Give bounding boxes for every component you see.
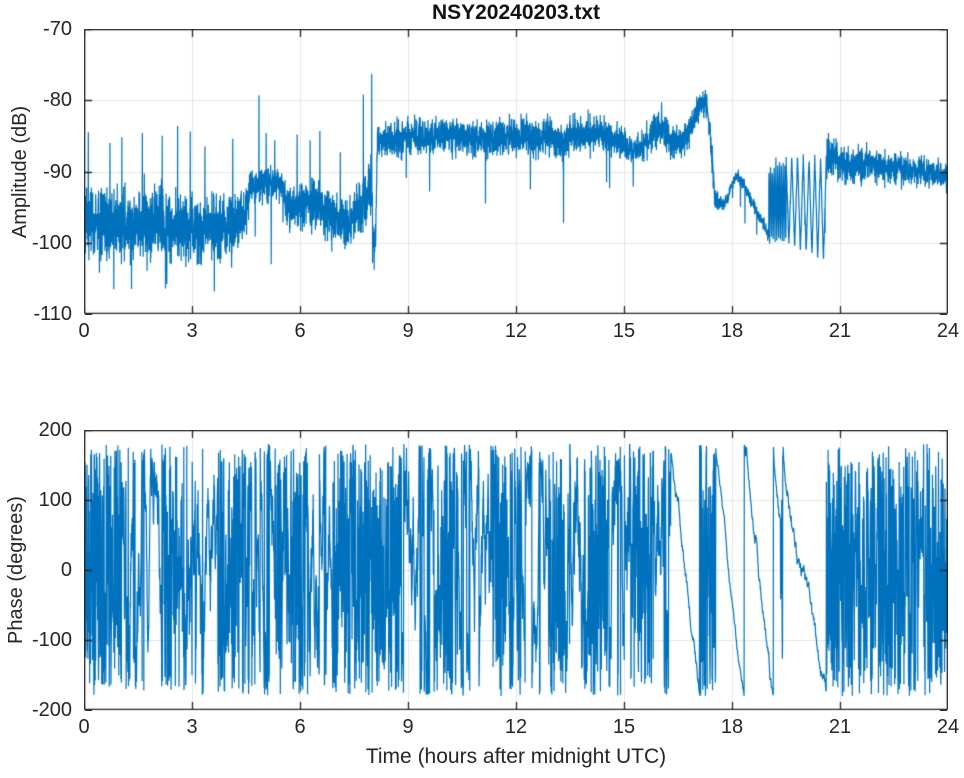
phase-x-tick-label: 21 bbox=[828, 716, 852, 738]
phase-y-tick-label: 100 bbox=[38, 489, 72, 511]
phase-x-tick-label: 24 bbox=[936, 716, 960, 738]
phase-x-tick-label: 15 bbox=[612, 716, 636, 738]
phase-y-tick-label: 200 bbox=[38, 419, 72, 441]
phase-x-tick-label: 9 bbox=[402, 716, 414, 738]
amplitude-y-tick-label: -110 bbox=[33, 303, 72, 325]
amplitude-y-tick-label: -100 bbox=[31, 231, 72, 254]
amplitude-x-tick-label: 24 bbox=[936, 320, 960, 342]
amplitude-y-tick-label: -70 bbox=[43, 18, 72, 40]
amplitude-x-tick-label: 21 bbox=[828, 320, 852, 342]
phase-x-tick-label: 18 bbox=[720, 716, 744, 738]
phase-plot-canvas bbox=[84, 430, 948, 711]
amplitude-x-tick-label: 12 bbox=[504, 320, 528, 342]
amplitude-x-tick-label: 15 bbox=[612, 320, 636, 342]
amplitude-x-tick-label: 6 bbox=[294, 320, 306, 342]
amplitude-y-tick-label: -80 bbox=[43, 89, 72, 112]
phase-y-tick-label: -100 bbox=[31, 629, 72, 651]
amplitude-x-tick-label: 9 bbox=[402, 320, 414, 342]
phase-x-tick-label: 12 bbox=[504, 716, 528, 738]
amplitude-y-tick-label: -90 bbox=[43, 160, 72, 183]
amplitude-plot-canvas bbox=[84, 29, 948, 315]
figure-title: NSY20240203.txt bbox=[431, 1, 601, 24]
amplitude-x-tick-label: 3 bbox=[186, 320, 198, 342]
phase-x-tick-label: 3 bbox=[186, 716, 198, 738]
phase-x-tick-label: 6 bbox=[294, 716, 306, 738]
amplitude-x-tick-label: 18 bbox=[720, 320, 744, 342]
phase-x-tick-label: 0 bbox=[78, 716, 90, 738]
amplitude-x-tick-label: 0 bbox=[78, 320, 90, 342]
time-axis-label: Time (hours after midnight UTC) bbox=[365, 745, 667, 768]
phase-y-tick-label: -200 bbox=[31, 699, 72, 721]
phase-y-tick-label: 0 bbox=[60, 559, 72, 581]
